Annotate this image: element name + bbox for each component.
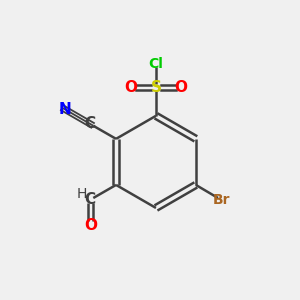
Text: C: C xyxy=(85,192,96,207)
Text: S: S xyxy=(150,80,161,95)
Text: Cl: Cl xyxy=(148,57,164,71)
Text: N: N xyxy=(58,102,71,117)
Text: O: O xyxy=(124,80,137,95)
Text: O: O xyxy=(84,218,97,232)
Text: O: O xyxy=(175,80,188,95)
Text: C: C xyxy=(85,116,96,131)
Text: Br: Br xyxy=(213,193,230,207)
Text: H: H xyxy=(76,188,87,201)
